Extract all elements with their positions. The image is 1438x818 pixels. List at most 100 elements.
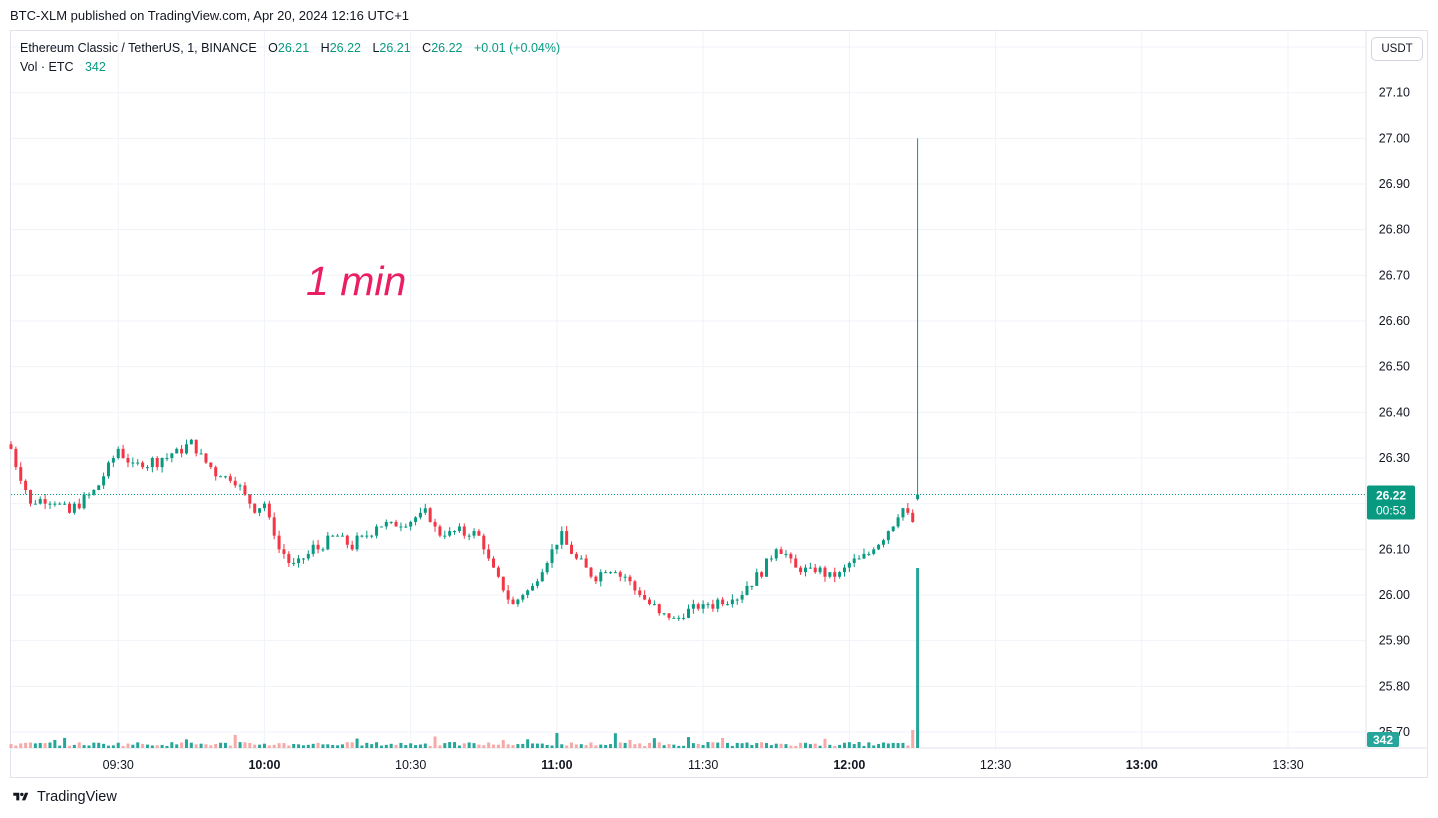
candle-body <box>574 553 578 559</box>
candle-body <box>492 558 496 568</box>
volume-bar <box>750 744 754 748</box>
volume-bar <box>808 744 812 748</box>
candle-body <box>277 535 281 550</box>
candle-body <box>399 526 403 528</box>
candle-body <box>267 503 271 518</box>
candle-body <box>253 503 257 513</box>
candle-body <box>409 521 413 527</box>
volume-bar <box>63 737 67 748</box>
candle-body <box>43 499 47 504</box>
volume-bar <box>448 742 452 748</box>
volume-bar <box>106 745 110 748</box>
volume-bar <box>228 745 232 748</box>
volume-bar <box>716 742 720 748</box>
chart-annotation-text[interactable]: 1 min <box>306 258 407 304</box>
time-tick-label: 12:30 <box>980 758 1011 772</box>
volume-bar <box>92 742 96 748</box>
candle-body <box>521 595 525 600</box>
volume-legend-row[interactable]: Vol · ETC 342 <box>20 58 560 77</box>
candle-body <box>618 572 622 577</box>
candle-body <box>643 595 647 600</box>
volume-bar <box>526 739 530 748</box>
candle-body <box>633 581 637 591</box>
candle-body <box>774 549 778 559</box>
volume-bar <box>316 742 320 748</box>
volume-bar <box>14 745 18 748</box>
volume-bar <box>399 742 403 748</box>
volume-bar <box>677 745 681 748</box>
volume-bar <box>297 744 301 748</box>
candle-body <box>482 535 486 550</box>
candle-body <box>755 572 759 586</box>
volume-bar <box>823 738 827 748</box>
volume-bar <box>648 742 652 748</box>
volume-bar <box>375 742 379 748</box>
volume-bar <box>604 744 608 748</box>
candle-body <box>262 503 266 509</box>
bar-countdown: 00:53 <box>1376 504 1406 518</box>
candle-body <box>696 604 700 609</box>
low-value: 26.21 <box>379 41 411 55</box>
candle-body <box>609 572 613 574</box>
volume-bar <box>155 745 159 748</box>
volume-bar <box>516 744 520 748</box>
volume-bar <box>214 743 218 748</box>
volume-bar <box>28 742 32 748</box>
candle-body <box>682 617 686 619</box>
volume-bar <box>311 743 315 748</box>
candle-body <box>394 521 398 527</box>
candle-body <box>102 476 106 486</box>
volume-bar <box>867 742 871 748</box>
candle-body <box>53 503 57 505</box>
volume-bar <box>633 744 637 748</box>
last-price-badge-price: 26.22 <box>1376 489 1406 503</box>
price-tick-label: 25.90 <box>1379 634 1410 648</box>
time-axis[interactable]: 09:30 10:00 10:30 11:00 11:30 12:00 12:30 13:00… <box>103 758 1304 772</box>
candle-body <box>170 453 174 459</box>
candle-body <box>370 535 374 537</box>
candle-body <box>691 604 695 609</box>
candle-body <box>657 604 661 614</box>
volume-bar <box>248 742 252 748</box>
volume-bar <box>360 745 364 748</box>
price-axis[interactable]: 27.2027.1027.0026.9026.8026.7026.6026.50… <box>1379 40 1410 739</box>
candle-body <box>24 480 28 490</box>
last-price-badge <box>1367 485 1415 520</box>
candle-body <box>706 604 710 606</box>
currency-button[interactable]: USDT <box>1371 37 1423 61</box>
volume-bar <box>901 742 905 748</box>
candle-body <box>487 549 491 559</box>
volume-bar <box>857 742 861 748</box>
volume-bar <box>394 744 398 748</box>
volume-badge-value: 342 <box>1373 733 1393 747</box>
tradingview-logo[interactable]: TradingView <box>10 789 117 805</box>
volume-bar <box>652 738 656 748</box>
volume-bar <box>794 745 798 748</box>
volume-bar <box>145 744 149 748</box>
candle-body <box>389 521 393 523</box>
volume-bar <box>72 744 76 748</box>
symbol-legend-row[interactable]: Ethereum Classic / TetherUS, 1, BINANCE … <box>20 39 560 58</box>
volume-bar <box>97 742 101 748</box>
volume-bar <box>755 743 759 748</box>
volume-bar <box>701 744 705 748</box>
low-label: L <box>372 41 380 55</box>
candle-body <box>906 508 910 513</box>
volume-bar <box>862 745 866 748</box>
candle-body <box>131 462 135 464</box>
volume-bar <box>501 739 505 748</box>
volume-bar <box>126 743 130 748</box>
volume-bar <box>102 743 106 748</box>
volume-bar <box>725 742 729 748</box>
candle-body <box>916 494 920 500</box>
candle-body <box>228 476 232 481</box>
published-line: BTC-XLM published on TradingView.com, Ap… <box>10 8 410 23</box>
volume-bar <box>223 742 227 748</box>
candle-body <box>565 531 569 545</box>
candle-body <box>433 521 437 527</box>
candle-body <box>160 458 164 468</box>
volume-bar <box>453 742 457 748</box>
candle-body <box>404 526 408 528</box>
candle-body <box>126 458 130 463</box>
